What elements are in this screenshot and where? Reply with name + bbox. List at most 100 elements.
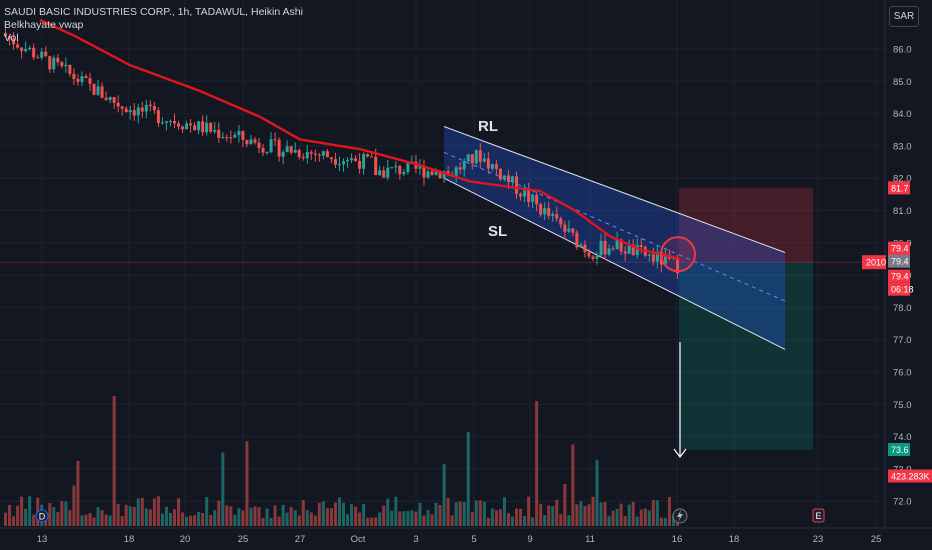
volume-bar <box>527 496 531 526</box>
volume-bar <box>583 506 587 526</box>
volume-bar <box>667 496 671 526</box>
chart-grid <box>0 0 885 528</box>
time-tick-label: 27 <box>295 534 306 545</box>
candle-body <box>273 139 277 141</box>
volume-bar <box>374 517 378 526</box>
candle-body <box>346 160 350 162</box>
candle-body <box>466 154 470 162</box>
volume-bar <box>603 502 607 526</box>
volume-bar <box>269 517 273 526</box>
time-tick-label: 11 <box>585 534 595 545</box>
candle-body <box>44 51 48 57</box>
candle-body <box>168 121 172 123</box>
volume-bar <box>366 517 370 526</box>
time-tick-label: 25 <box>871 534 882 545</box>
indicator-label-volume[interactable]: Vol <box>4 32 19 44</box>
candle-body <box>559 218 563 225</box>
volume-bar <box>482 501 486 526</box>
volume-bar <box>132 507 136 526</box>
volume-bar <box>329 508 333 526</box>
chart-header: SAUDI BASIC INDUSTRIES CORP., 1h, TADAWU… <box>4 6 303 45</box>
price-tick-label: 85.0 <box>893 77 912 88</box>
candle-body <box>458 167 462 170</box>
volume-bar <box>333 502 337 526</box>
volume-bar <box>635 516 639 526</box>
candle-body <box>539 204 543 215</box>
volume-bar <box>386 498 390 526</box>
candle-body <box>108 97 112 100</box>
volume-bar <box>571 444 575 526</box>
volume-bar <box>84 514 88 526</box>
volume-bar <box>152 498 156 526</box>
volume-bar <box>354 506 358 526</box>
volume-bar <box>559 514 563 526</box>
candle-body <box>567 228 571 232</box>
currency-selector[interactable]: SAR <box>889 6 919 27</box>
volume-bar <box>506 513 510 526</box>
candle-body <box>181 126 185 130</box>
time-axis[interactable]: 13 18 20 25 27 Oct 3 5 9 11 16 18 23 25 <box>0 527 932 545</box>
price-tag-bg <box>888 241 910 255</box>
volume-bar <box>655 500 659 526</box>
candle-body <box>378 170 382 176</box>
volume-bar <box>309 512 313 526</box>
volume-bar <box>434 502 438 526</box>
volume-bar <box>490 508 494 526</box>
stop-loss-zone <box>679 187 813 263</box>
current-price-axis-label: 2010 <box>866 258 886 268</box>
earnings-marker-label: E <box>815 511 821 521</box>
candle-body <box>474 150 478 164</box>
volume-bar <box>173 509 176 526</box>
candle-body <box>502 175 506 180</box>
candle-body <box>205 122 209 133</box>
indicator-label-vwap[interactable]: Belkhayate vwap <box>4 19 84 31</box>
candle-body <box>185 123 189 130</box>
candle-body <box>32 47 36 58</box>
volume-bar <box>595 459 599 526</box>
volume-bar <box>48 503 52 526</box>
candle-body <box>486 158 490 169</box>
volume-bar <box>68 510 72 526</box>
candle-body <box>655 251 659 262</box>
volume-bar <box>108 515 112 526</box>
candle-body <box>635 245 639 256</box>
candle-body <box>285 146 289 153</box>
candle-body <box>293 149 297 153</box>
volume-bar <box>305 510 309 526</box>
candle-body <box>575 232 579 248</box>
volume-bar <box>28 496 32 526</box>
candle-body <box>297 149 301 157</box>
candle-body <box>233 135 237 138</box>
volume-bar <box>422 515 426 526</box>
candle-body <box>309 152 313 154</box>
price-tag-bg <box>888 443 910 457</box>
candle-body <box>354 158 358 161</box>
candle-body <box>177 123 181 127</box>
time-tick-label: Oct <box>351 534 366 545</box>
candle-body <box>317 154 321 156</box>
candle-body <box>144 104 148 112</box>
position-tool[interactable] <box>0 187 885 450</box>
candle-body <box>20 47 24 51</box>
volume-bar <box>567 515 571 526</box>
price-tag-bg <box>888 469 932 483</box>
volume-bar <box>64 501 68 526</box>
volume-bar <box>523 515 527 526</box>
candle-body <box>160 122 164 124</box>
candle-body <box>615 239 619 250</box>
volume-bar <box>241 510 245 526</box>
candle-body <box>591 256 595 259</box>
candle-body <box>193 125 197 131</box>
volume-bar <box>100 510 104 526</box>
time-tick-label: 3 <box>413 534 418 545</box>
price-axis[interactable]: 86.085.084.083.082.081.080.079.078.077.0… <box>862 0 932 528</box>
candle-body <box>257 142 261 148</box>
candle-body <box>563 224 567 232</box>
volume-bar <box>579 501 583 526</box>
annotations[interactable]: RL SL D E <box>35 118 825 524</box>
volume-bar <box>201 512 205 526</box>
candle-body <box>16 44 20 48</box>
volume-bar <box>406 511 410 526</box>
volume-bar <box>470 511 474 526</box>
